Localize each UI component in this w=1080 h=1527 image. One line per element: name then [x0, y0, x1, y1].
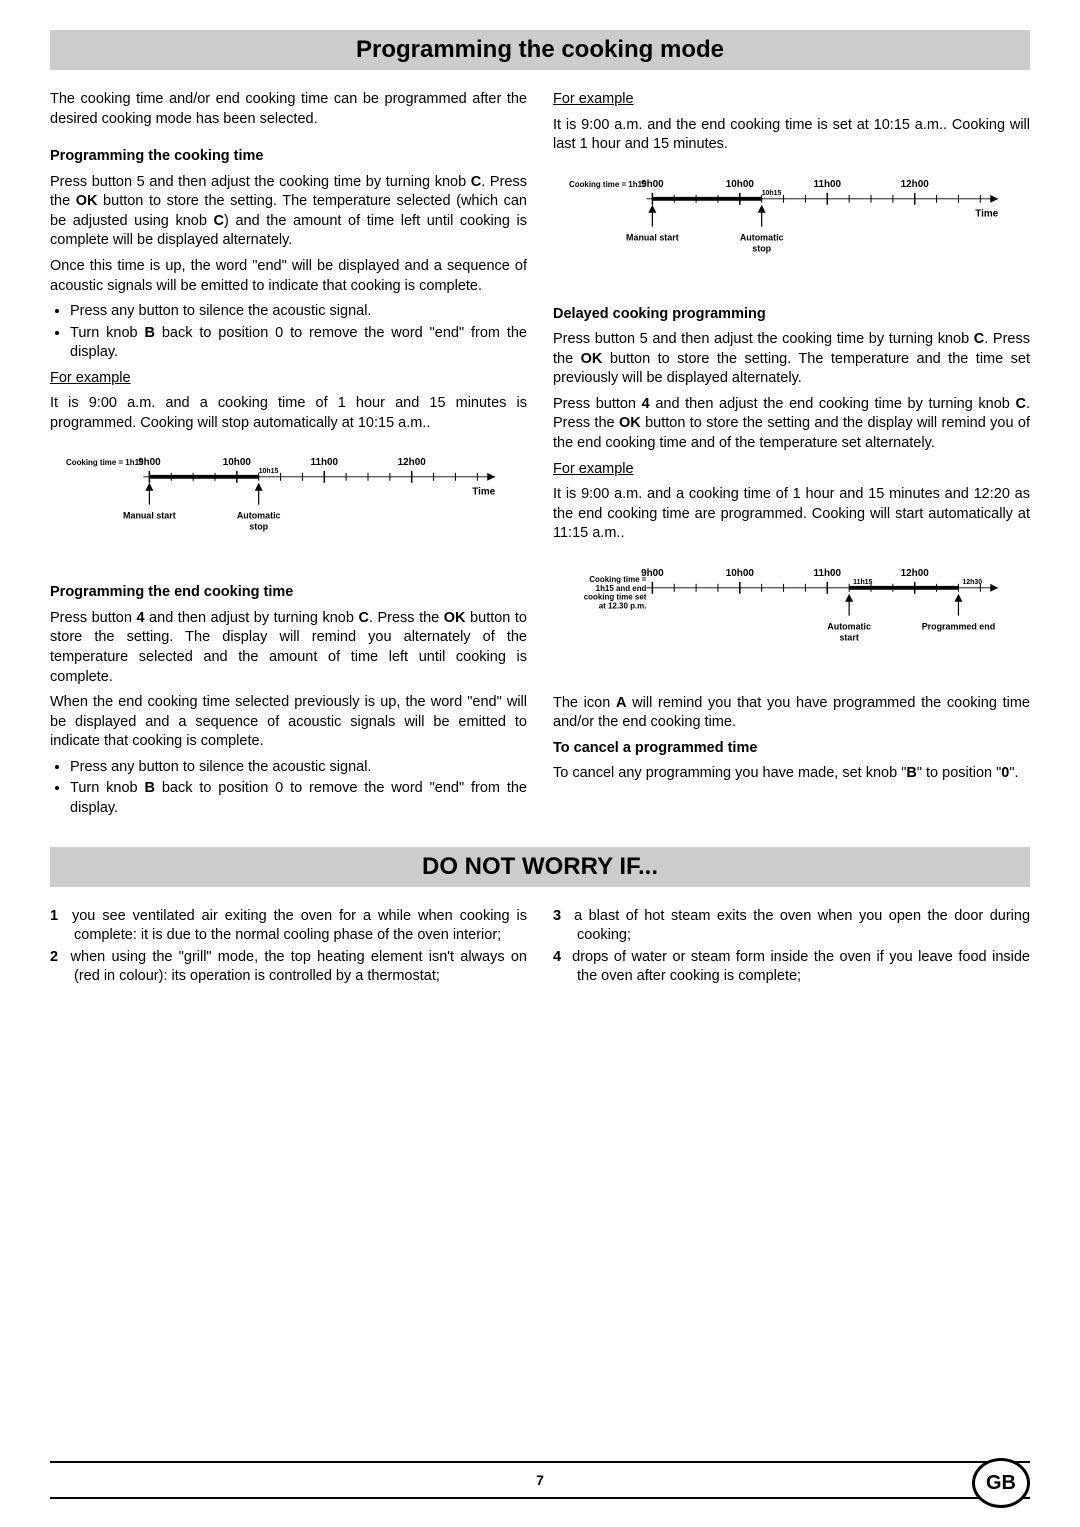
title-bar-2: DO NOT WORRY IF... [50, 847, 1030, 887]
sec1-example-text: It is 9:00 a.m. and a cooking time of 1 … [50, 394, 527, 433]
sec2-bullet-1: Press any button to silence the acoustic… [70, 758, 527, 778]
svg-text:at 12.30 p.m.: at 12.30 p.m. [599, 601, 647, 610]
svg-text:10h00: 10h00 [726, 568, 755, 579]
svg-text:12h00: 12h00 [901, 179, 930, 190]
svg-text:Manual start: Manual start [123, 511, 176, 521]
country-badge: GB [972, 1458, 1030, 1508]
svg-text:Time: Time [472, 487, 495, 498]
worry-item-1: 1 you see ventilated air exiting the ove… [50, 907, 527, 946]
svg-text:Cooking time =: Cooking time = [589, 575, 646, 584]
sec1-heading: Programming the cooking time [50, 147, 527, 167]
sec2-bullet-2: Turn knob B back to position 0 to remove… [70, 779, 527, 818]
footer: 7 GB [50, 1461, 1030, 1499]
sec3-example-text: It is 9:00 a.m. and a cooking time of 1 … [553, 485, 1030, 544]
sec2-p2: When the end cooking time selected previ… [50, 693, 527, 752]
sec1-bullet-1: Press any button to silence the acoustic… [70, 302, 527, 322]
svg-text:cooking time set: cooking time set [584, 592, 647, 601]
svg-text:Manual start: Manual start [626, 232, 679, 242]
svg-text:stop: stop [752, 243, 771, 253]
sec2-bullets: Press any button to silence the acoustic… [50, 758, 527, 819]
sec2-example-label: For example [553, 90, 1030, 110]
worry-list-left: 1 you see ventilated air exiting the ove… [50, 907, 527, 987]
svg-text:Automatic: Automatic [237, 511, 281, 521]
svg-text:stop: stop [249, 522, 268, 532]
sec2-p1: Press button 4 and then adjust by turnin… [50, 609, 527, 687]
worry-columns: 1 you see ventilated air exiting the ove… [50, 907, 1030, 989]
page-number: 7 [536, 1472, 544, 1488]
sec3-p2: Press button 4 and then adjust the end c… [553, 395, 1030, 454]
svg-text:10h15: 10h15 [259, 468, 279, 475]
worry-left: 1 you see ventilated air exiting the ove… [50, 907, 527, 989]
worry-item-3: 3 a blast of hot steam exits the oven wh… [553, 907, 1030, 946]
main-columns: The cooking time and/or end cooking time… [50, 90, 1030, 825]
timeline-3: 9h0010h0011h0012h0011h1512h30Cooking tim… [553, 558, 1030, 674]
sec4-heading: To cancel a programmed time [553, 739, 1030, 759]
icon-note: The icon A will remind you that you have… [553, 694, 1030, 733]
svg-text:Automatic: Automatic [740, 232, 784, 242]
sec3-p1: Press button 5 and then adjust the cooki… [553, 330, 1030, 389]
svg-text:10h15: 10h15 [762, 190, 782, 197]
timeline-2: 9h0010h0011h0012h0010h15Cooking time = 1… [553, 169, 1030, 285]
left-column: The cooking time and/or end cooking time… [50, 90, 527, 825]
svg-text:Programmed end: Programmed end [922, 621, 996, 631]
svg-text:11h15: 11h15 [853, 579, 872, 586]
sec1-p1: Press button 5 and then adjust the cooki… [50, 173, 527, 251]
svg-text:10h00: 10h00 [223, 457, 252, 468]
sec1-p2: Once this time is up, the word "end" wil… [50, 257, 527, 296]
svg-text:11h00: 11h00 [310, 457, 338, 468]
timeline-1: 9h0010h0011h0012h0010h15Cooking time = 1… [50, 447, 527, 563]
svg-text:11h00: 11h00 [813, 568, 841, 579]
svg-text:11h00: 11h00 [813, 179, 841, 190]
sec3-example-label: For example [553, 460, 1030, 480]
worry-list-right: 3 a blast of hot steam exits the oven wh… [553, 907, 1030, 987]
svg-text:start: start [839, 632, 858, 642]
title-bar-1: Programming the cooking mode [50, 30, 1030, 70]
svg-text:12h30: 12h30 [962, 579, 982, 586]
svg-text:Cooking time = 1h15: Cooking time = 1h15 [569, 180, 647, 189]
intro-text: The cooking time and/or end cooking time… [50, 90, 527, 129]
sec4-p1: To cancel any programming you have made,… [553, 764, 1030, 784]
worry-item-4: 4 drops of water or steam form inside th… [553, 948, 1030, 987]
sec1-bullet-2: Turn knob B back to position 0 to remove… [70, 324, 527, 363]
svg-text:12h00: 12h00 [901, 568, 930, 579]
sec1-example-label: For example [50, 369, 527, 389]
svg-text:Automatic: Automatic [827, 621, 871, 631]
sec2-example-text: It is 9:00 a.m. and the end cooking time… [553, 116, 1030, 155]
sec1-bullets: Press any button to silence the acoustic… [50, 302, 527, 363]
svg-text:Cooking time = 1h15: Cooking time = 1h15 [66, 458, 144, 467]
worry-item-2: 2 when using the "grill" mode, the top h… [50, 948, 527, 987]
right-column: For example It is 9:00 a.m. and the end … [553, 90, 1030, 825]
sec2-heading: Programming the end cooking time [50, 583, 527, 603]
worry-right: 3 a blast of hot steam exits the oven wh… [553, 907, 1030, 989]
svg-text:Time: Time [975, 208, 998, 219]
svg-text:1h15 and end: 1h15 and end [596, 584, 647, 593]
sec3-heading: Delayed cooking programming [553, 305, 1030, 325]
svg-text:12h00: 12h00 [398, 457, 427, 468]
svg-text:10h00: 10h00 [726, 179, 755, 190]
